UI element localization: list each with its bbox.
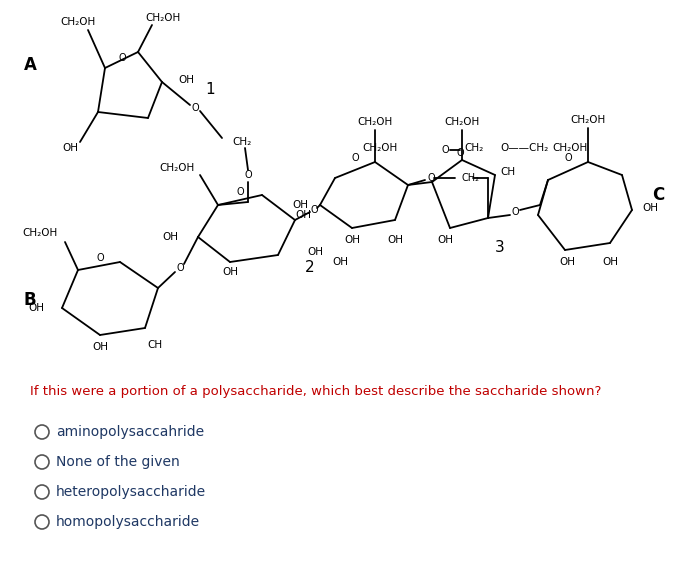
Text: OH: OH xyxy=(28,303,44,313)
Text: O: O xyxy=(191,103,199,113)
Text: CH₂: CH₂ xyxy=(464,143,484,153)
Text: 2: 2 xyxy=(305,260,315,274)
Text: C: C xyxy=(652,186,664,204)
Text: OH: OH xyxy=(332,257,348,267)
Text: CH₂: CH₂ xyxy=(462,173,480,183)
Text: CH₂OH: CH₂OH xyxy=(570,115,606,125)
Text: CH: CH xyxy=(500,167,515,177)
Text: O: O xyxy=(564,153,572,163)
Text: CH₂OH: CH₂OH xyxy=(145,13,181,23)
Text: OH: OH xyxy=(344,235,360,245)
Text: CH₂: CH₂ xyxy=(232,137,251,147)
Text: CH₂OH: CH₂OH xyxy=(357,117,392,127)
Text: O: O xyxy=(96,253,104,263)
Text: CH₂OH: CH₂OH xyxy=(444,117,480,127)
Text: O: O xyxy=(428,173,436,183)
Text: aminopolysaccahride: aminopolysaccahride xyxy=(56,425,204,439)
Text: O: O xyxy=(236,187,244,197)
Text: OH: OH xyxy=(437,235,453,245)
Text: CH: CH xyxy=(147,340,163,350)
Text: OH: OH xyxy=(307,247,323,257)
Text: OH: OH xyxy=(222,267,238,277)
Text: None of the given: None of the given xyxy=(56,455,180,469)
Text: heteropolysaccharide: heteropolysaccharide xyxy=(56,485,206,499)
Text: OH: OH xyxy=(92,342,108,352)
Text: O: O xyxy=(441,145,449,155)
Text: B: B xyxy=(24,291,36,309)
Text: O: O xyxy=(176,263,184,273)
Text: OH: OH xyxy=(178,75,194,85)
Text: CH₂OH: CH₂OH xyxy=(363,143,398,153)
Text: CH₂OH: CH₂OH xyxy=(23,228,58,238)
Text: 3: 3 xyxy=(495,240,505,256)
Text: OH: OH xyxy=(387,235,403,245)
Text: OH: OH xyxy=(559,257,575,267)
Text: O: O xyxy=(456,148,464,158)
Text: OH: OH xyxy=(602,257,618,267)
Text: A: A xyxy=(24,56,37,74)
Text: 1: 1 xyxy=(206,82,215,98)
Text: OH: OH xyxy=(162,232,178,242)
Text: O: O xyxy=(351,153,359,163)
Text: CH₂OH: CH₂OH xyxy=(160,163,195,173)
Text: O——CH₂: O——CH₂ xyxy=(500,143,548,153)
Text: If this were a portion of a polysaccharide, which best describe the saccharide s: If this were a portion of a polysacchari… xyxy=(30,386,601,398)
Text: OH: OH xyxy=(295,210,311,220)
Text: homopolysaccharide: homopolysaccharide xyxy=(56,515,200,529)
Text: O: O xyxy=(511,207,519,217)
Text: OH: OH xyxy=(62,143,78,153)
Text: OH: OH xyxy=(292,200,308,210)
Text: O: O xyxy=(244,170,252,180)
Text: O: O xyxy=(310,205,318,215)
Text: CH₂OH: CH₂OH xyxy=(552,143,588,153)
Text: CH₂OH: CH₂OH xyxy=(60,17,95,27)
Text: OH: OH xyxy=(642,203,658,213)
Text: O: O xyxy=(118,53,126,63)
